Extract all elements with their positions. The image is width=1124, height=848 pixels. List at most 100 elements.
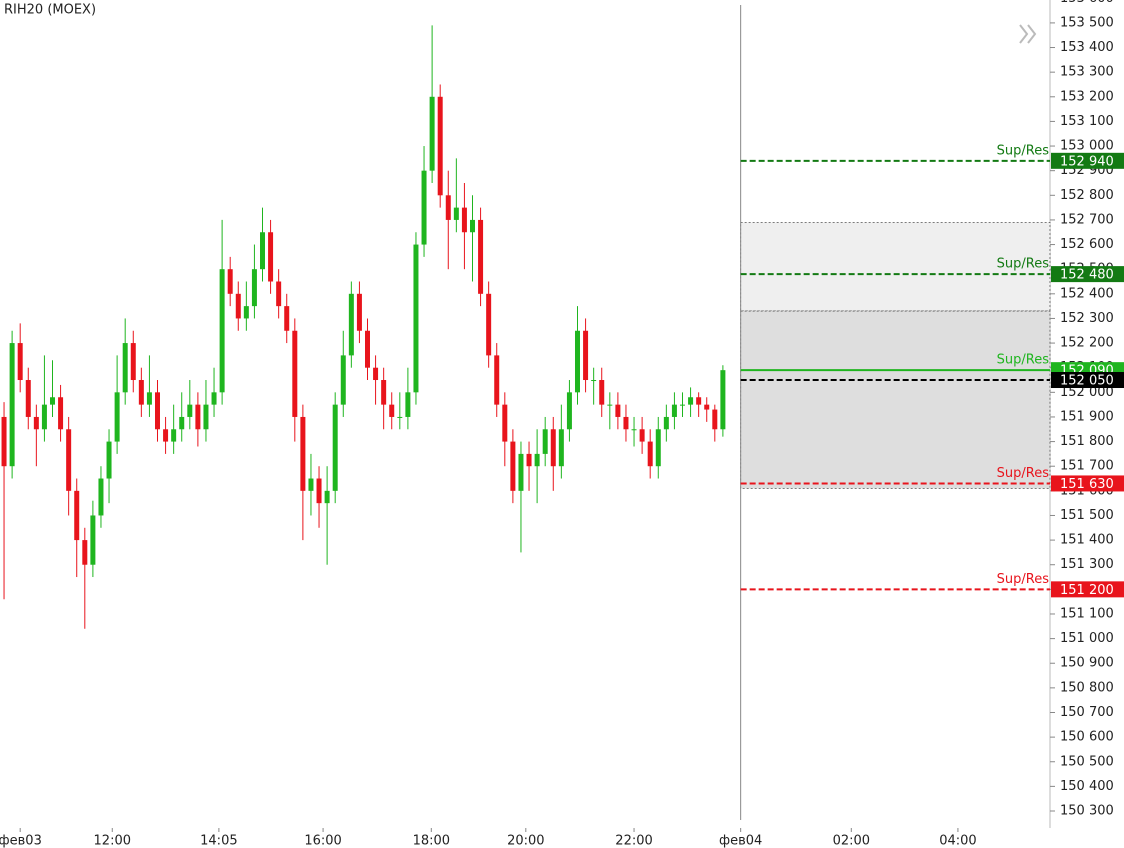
y-tick-label: 150 800 — [1060, 680, 1114, 695]
y-tick-label: 151 700 — [1060, 459, 1114, 474]
candle-body — [187, 404, 193, 417]
y-tick-label: 152 600 — [1060, 237, 1114, 252]
candle-body — [9, 343, 15, 467]
candle-body — [615, 404, 621, 417]
y-tick-label: 150 300 — [1060, 804, 1114, 819]
y-tick-label: 152 300 — [1060, 311, 1114, 326]
candle-body — [720, 370, 726, 430]
level-price-label: 152 940 — [1060, 154, 1114, 169]
y-tick-label: 152 200 — [1060, 336, 1114, 351]
candle-body — [41, 404, 47, 430]
candle-body — [671, 404, 677, 417]
candle-body — [82, 540, 88, 565]
candle-body — [284, 306, 290, 331]
candle-body — [179, 416, 185, 430]
level-price-box — [1051, 152, 1124, 169]
candle-body — [356, 293, 362, 331]
x-tick-label: 16:00 — [304, 834, 341, 848]
y-tick-label: 151 400 — [1060, 533, 1114, 548]
x-tick-label: 22:00 — [615, 834, 652, 848]
candle-body — [373, 367, 379, 381]
candle-body — [518, 453, 524, 491]
expand-icon[interactable] — [1019, 24, 1037, 44]
candle-body — [591, 380, 597, 382]
candle-body — [25, 380, 31, 417]
level-price-label: 152 050 — [1060, 374, 1114, 389]
candle-body — [171, 429, 177, 442]
candle-body — [623, 416, 629, 430]
candle-body — [631, 429, 637, 431]
candle-body — [655, 429, 661, 467]
y-tick-label: 153 200 — [1060, 89, 1114, 104]
candle-body — [316, 478, 322, 504]
candle-body — [114, 392, 120, 442]
zone — [740, 310, 1051, 489]
candle-body — [235, 293, 241, 319]
candle-body — [130, 343, 136, 381]
candle-body — [381, 380, 387, 405]
candle-body — [453, 207, 459, 220]
candle-body — [704, 404, 710, 410]
candle-body — [227, 269, 233, 294]
candle-body — [340, 355, 346, 405]
x-tick-label: 12:00 — [94, 834, 131, 848]
candle-body — [203, 404, 209, 430]
y-tick-label: 150 900 — [1060, 656, 1114, 671]
y-tick-label: 152 800 — [1060, 188, 1114, 203]
y-tick-label: 151 800 — [1060, 434, 1114, 449]
level-price-box — [1051, 581, 1124, 598]
candle-body — [50, 397, 55, 405]
candle-body — [526, 453, 532, 467]
level-price-box — [1051, 475, 1124, 492]
candle-body — [300, 416, 306, 491]
candle-body — [98, 478, 104, 516]
x-tick-label: 20:00 — [507, 834, 544, 848]
candle-body — [292, 330, 298, 417]
candle-body — [268, 232, 274, 282]
y-tick-label: 150 500 — [1060, 754, 1114, 769]
candle-body — [74, 490, 80, 541]
x-tick-label: 04:00 — [939, 834, 976, 848]
x-tick-label: 02:00 — [833, 834, 870, 848]
candle-body — [558, 429, 564, 467]
candle-body — [542, 429, 548, 454]
candle-body — [575, 330, 580, 393]
y-tick-label: 152 000 — [1060, 385, 1114, 400]
candle-body — [155, 392, 160, 430]
candle-body — [90, 515, 96, 565]
candle-body — [17, 343, 23, 381]
candle-body — [405, 392, 411, 417]
x-tick-label: фев04 — [719, 834, 762, 848]
candle-body — [445, 195, 451, 220]
candle-body — [146, 392, 152, 405]
candle-body — [461, 207, 467, 233]
candle-body — [219, 269, 225, 393]
candle-body — [647, 441, 653, 467]
y-tick-label: 152 700 — [1060, 212, 1114, 227]
candle-body — [348, 293, 354, 356]
y-tick-label: 153 400 — [1060, 40, 1114, 55]
candle-body — [106, 441, 112, 479]
level-price-box — [1051, 266, 1124, 283]
candle-body — [429, 96, 435, 171]
y-tick-label: 150 700 — [1060, 705, 1114, 720]
candle-body — [332, 404, 338, 491]
candle-body — [696, 397, 702, 405]
level-price-box — [1051, 372, 1124, 389]
y-tick-label: 153 000 — [1060, 139, 1114, 154]
zone — [740, 221, 1051, 312]
candle-body — [195, 404, 201, 430]
candle-body — [251, 269, 257, 307]
candle-body — [413, 244, 419, 393]
candle-body — [607, 404, 613, 406]
x-tick-label: 18:00 — [413, 834, 450, 848]
level-price-label: 151 200 — [1060, 583, 1114, 598]
candle-body — [680, 404, 685, 406]
candle-body — [397, 416, 403, 418]
y-tick-label: 150 400 — [1060, 779, 1114, 794]
candle-body — [583, 330, 589, 381]
candle-body — [138, 380, 144, 405]
candle-body — [478, 219, 484, 294]
candle-body — [211, 392, 217, 405]
candle-body — [308, 478, 314, 491]
